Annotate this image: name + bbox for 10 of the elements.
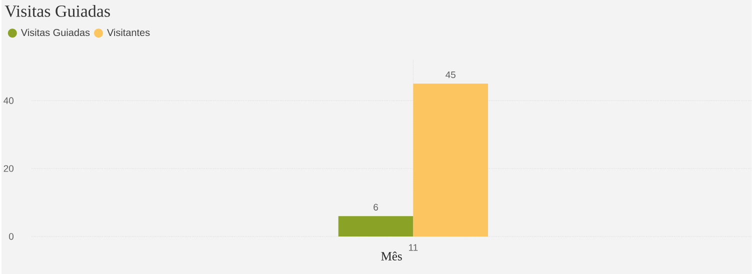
y-tick-label: 40 — [4, 97, 14, 104]
y-tick-label: 0 — [8, 232, 14, 240]
data-label: 6 — [374, 204, 378, 210]
chart-title: Visitas Guiadas — [4, 4, 110, 17]
legend-label: Visitas Guiadas — [20, 28, 90, 36]
x-tick-label: 11 — [408, 244, 418, 251]
legend-label: Visitantes — [107, 28, 150, 36]
x-axis-title: Mês — [381, 251, 402, 260]
data-label: 45 — [446, 71, 456, 78]
y-tick-label: 20 — [4, 165, 14, 172]
